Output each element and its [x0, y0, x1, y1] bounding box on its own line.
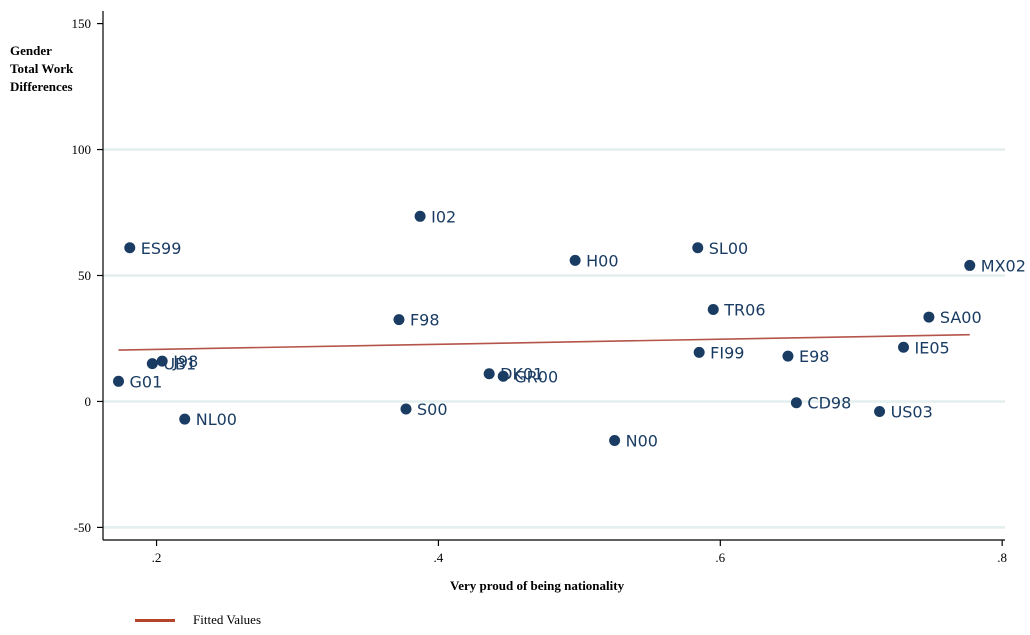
point-label: CD98: [807, 394, 851, 413]
data-point: [113, 375, 125, 387]
y-tick-label: 50: [78, 268, 91, 283]
x-ticks: .2 .4 .6 .8: [152, 540, 1007, 565]
data-points: ES99 I02 H00 SL00 MX02 TR06 SA00 F98 IE05 FI99 E98…: [113, 207, 1026, 450]
legend-fitted-label: Fitted Values: [193, 612, 262, 627]
data-point: [393, 314, 405, 326]
point-label: SA00: [940, 308, 982, 327]
data-point: [790, 397, 802, 409]
y-axis-title: Gender Total Work Differences: [10, 42, 120, 96]
y-tick-label: 150: [72, 16, 92, 31]
y-tick-label: -50: [74, 520, 91, 535]
y-axis-title-line: Gender: [10, 43, 52, 58]
point-label: IE05: [915, 338, 950, 357]
data-point: [693, 346, 705, 358]
point-label: GR00: [514, 367, 558, 386]
point-label: J98: [172, 352, 198, 371]
point-label: NL00: [196, 410, 237, 429]
fitted-line-group: [118, 333, 970, 351]
data-point: [414, 210, 426, 222]
data-point: [874, 406, 886, 418]
data-point: [497, 370, 509, 382]
data-point: [782, 350, 794, 362]
point-label: E98: [799, 347, 829, 366]
data-point: [569, 254, 581, 266]
point-label: US03: [891, 403, 933, 422]
data-point: [156, 355, 168, 367]
data-point: [692, 242, 704, 254]
legend-fitted-line-swatch: [135, 618, 175, 622]
point-label: N00: [626, 431, 658, 450]
y-ticks: -50 0 50 100 150: [72, 16, 103, 535]
point-label: SL00: [709, 239, 748, 258]
y-tick-label: 100: [72, 142, 92, 157]
x-tick-label: .4: [434, 550, 444, 565]
data-point: [124, 242, 136, 254]
point-label: S00: [417, 400, 448, 419]
point-label: FI99: [710, 343, 744, 362]
data-point: [964, 259, 976, 271]
point-label: G01: [130, 372, 163, 391]
data-point: [898, 341, 910, 353]
point-label: ES99: [141, 239, 182, 258]
y-tick-label: 0: [85, 394, 92, 409]
legend: Fitted Values: [135, 612, 261, 628]
point-label: MX02: [981, 256, 1026, 275]
data-point: [146, 358, 158, 370]
x-axis-title: Very proud of being nationality: [450, 578, 625, 593]
point-label: UB1: [163, 355, 196, 374]
y-axis-title-line: Differences: [10, 79, 73, 94]
data-point: [923, 311, 935, 323]
data-point: [609, 434, 621, 446]
data-point: [483, 368, 495, 380]
data-point: [179, 413, 191, 425]
fitted-values-line: [118, 333, 970, 351]
point-label: I02: [431, 207, 456, 226]
x-tick-label: .6: [715, 550, 725, 565]
gridlines: [103, 148, 1005, 529]
x-tick-label: .2: [152, 550, 162, 565]
point-label: TR06: [723, 301, 765, 320]
x-tick-label: .8: [997, 550, 1007, 565]
point-label: H00: [586, 251, 618, 270]
y-axis-title-line: Total Work: [10, 61, 74, 76]
data-point: [707, 304, 719, 316]
data-point: [400, 403, 412, 415]
point-label: F98: [410, 311, 440, 330]
point-label: DK01: [500, 365, 543, 384]
